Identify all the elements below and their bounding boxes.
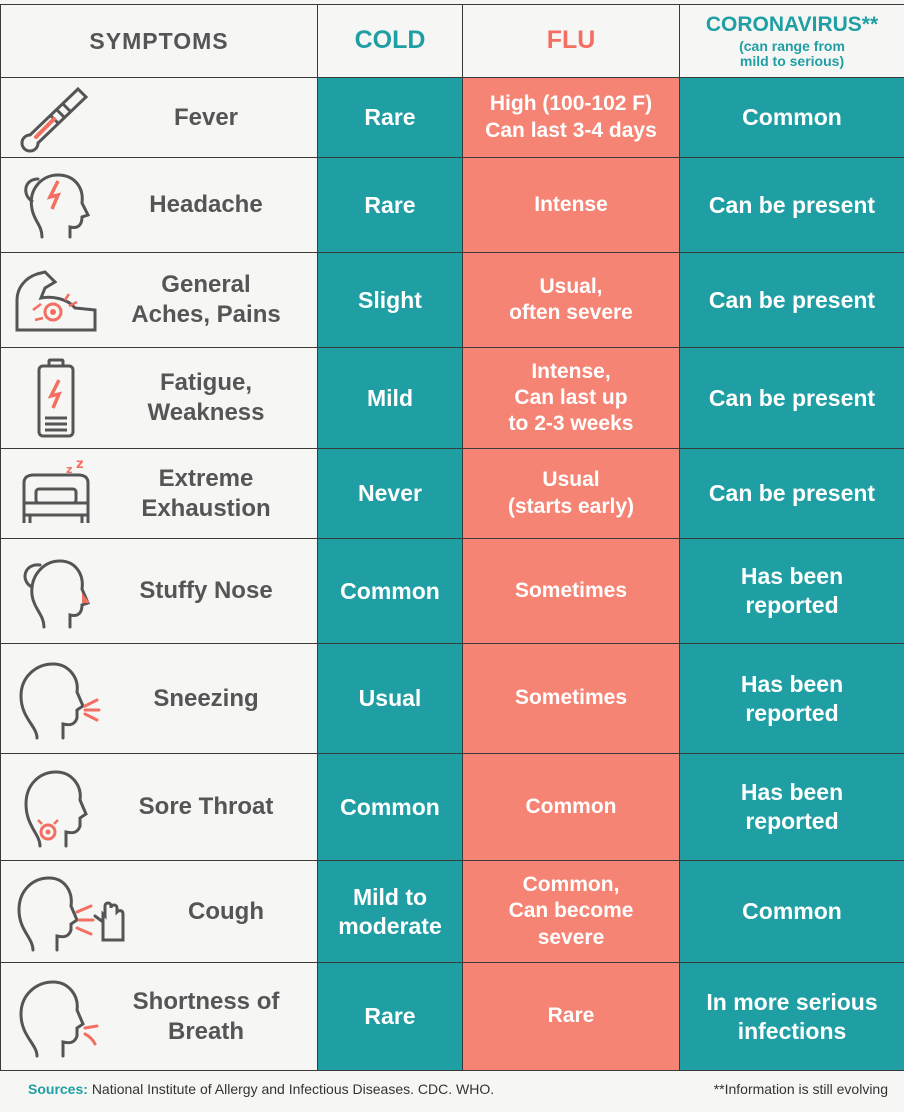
coronavirus-cell: Can be present (679, 448, 904, 539)
symptom-label: Shortness of Breath (132, 987, 280, 1045)
cold-cell: Slight (317, 252, 463, 348)
header-coronavirus-note: (can range from mild to serious) (739, 37, 845, 70)
header-symptoms: SYMPTOMS (0, 4, 318, 78)
svg-text:z: z (66, 463, 72, 476)
coronavirus-cell: Can be present (679, 157, 904, 253)
low-battery-icon (1, 356, 111, 440)
cold-cell: Mild to moderate (317, 860, 463, 963)
sources-label: Sources: (28, 1081, 88, 1097)
symptom-label: Sneezing (153, 684, 259, 712)
coronavirus-cell: Common (679, 77, 904, 158)
footer: Sources: National Institute of Allergy a… (0, 1074, 904, 1106)
cold-cell: Common (317, 753, 463, 861)
flu-cell: Usual, often severe (462, 252, 680, 348)
sources-line: Sources: National Institute of Allergy a… (28, 1081, 494, 1097)
symptom-label: Fatigue, Weakness (147, 369, 265, 426)
sore-throat-icon (1, 762, 111, 852)
header-flu: FLU (462, 4, 680, 78)
table-row: Cough Mild to moderate Common, Can becom… (0, 860, 904, 963)
coronavirus-cell: In more serious infections (679, 962, 904, 1071)
coronavirus-cell: Has been reported (679, 538, 904, 644)
cold-cell: Rare (317, 77, 463, 158)
svg-text:z: z (76, 459, 84, 472)
flu-cell: Intense, Can last up to 2-3 weeks (462, 347, 680, 449)
symptom-label: Headache (149, 191, 263, 218)
symptom-label: Stuffy Nose (139, 577, 273, 604)
symptom-label: Extreme Exhaustion (141, 464, 271, 522)
coronavirus-cell: Can be present (679, 347, 904, 449)
table-row: Fatigue, Weakness Mild Intense, Can last… (0, 347, 904, 449)
table-row: Sore Throat Common Common Has been repor… (0, 753, 904, 861)
flu-cell: Common (462, 753, 680, 861)
header-row: SYMPTOMS COLD FLU CORONAVIRUS** (can ran… (0, 4, 904, 78)
sneezing-head-icon (1, 654, 111, 744)
stuffy-nose-icon (1, 549, 111, 633)
symptom-label: General Aches, Pains (131, 271, 281, 328)
cold-cell: Rare (317, 157, 463, 253)
table-row: Shortness of Breath Rare Rare In more se… (0, 962, 904, 1071)
table-row: Fever Rare High (100-102 F) Can last 3-4… (0, 77, 904, 158)
comparison-table: SYMPTOMS COLD FLU CORONAVIRUS** (can ran… (0, 4, 904, 1071)
thermometer-icon (1, 83, 111, 153)
header-coronavirus-title: CORONAVIRUS** (705, 12, 879, 36)
cold-cell: Mild (317, 347, 463, 449)
muscle-ache-icon (1, 260, 111, 340)
cold-cell: Never (317, 448, 463, 539)
flu-cell: Sometimes (462, 643, 680, 754)
flu-cell: Rare (462, 962, 680, 1071)
flu-cell: Common, Can become severe (462, 860, 680, 963)
headache-icon (1, 165, 111, 245)
table-row: z z Extreme Exhaustion Never Usual (star… (0, 448, 904, 539)
coronavirus-cell: Common (679, 860, 904, 963)
header-cold: COLD (317, 4, 463, 78)
cold-cell: Usual (317, 643, 463, 754)
table-row: Sneezing Usual Sometimes Has been report… (0, 643, 904, 754)
symptom-label: Cough (188, 897, 264, 925)
flu-cell: Intense (462, 157, 680, 253)
table-row: Headache Rare Intense Can be present (0, 157, 904, 253)
footnote: **Information is still evolving (713, 1081, 888, 1097)
cold-cell: Common (317, 538, 463, 644)
table-row: Stuffy Nose Common Sometimes Has been re… (0, 538, 904, 644)
breath-head-icon (1, 972, 111, 1062)
flu-cell: Sometimes (462, 538, 680, 644)
symptom-label: Fever (173, 103, 239, 131)
symptom-label: Sore Throat (138, 793, 274, 820)
coronavirus-cell: Has been reported (679, 753, 904, 861)
bed-sleep-icon: z z (1, 459, 111, 529)
coronavirus-cell: Can be present (679, 252, 904, 348)
coronavirus-cell: Has been reported (679, 643, 904, 754)
table-row: General Aches, Pains Slight Usual, often… (0, 252, 904, 348)
cough-icon (1, 870, 151, 954)
flu-cell: High (100-102 F) Can last 3-4 days (462, 77, 680, 158)
flu-cell: Usual (starts early) (462, 448, 680, 539)
cold-cell: Rare (317, 962, 463, 1071)
sources-text: National Institute of Allergy and Infect… (91, 1081, 495, 1097)
header-coronavirus: CORONAVIRUS** (can range from mild to se… (679, 4, 904, 78)
